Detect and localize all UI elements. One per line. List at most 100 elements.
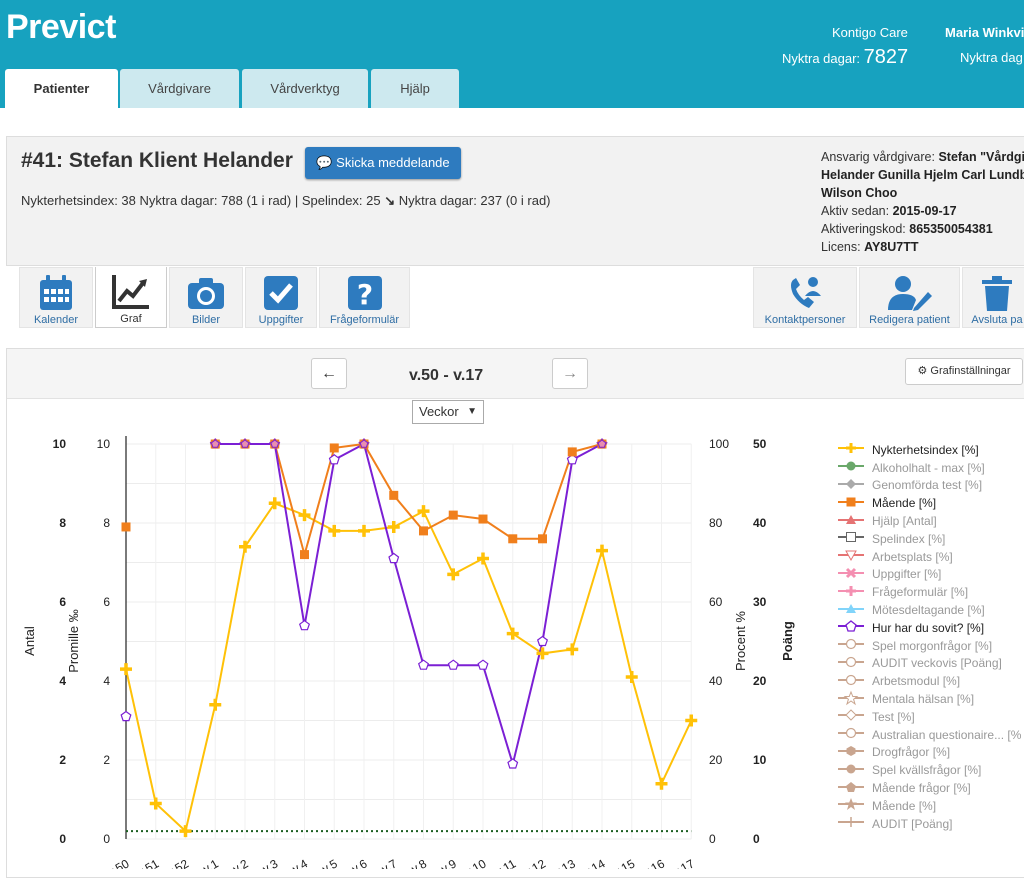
x-tick-label: v.51 <box>135 856 161 869</box>
user-name[interactable]: Maria Winkvis <box>945 25 1024 40</box>
legend-item-audit-poäng[interactable]: AUDIT [Poäng] <box>838 815 1021 833</box>
legend-item-genomförda-test[interactable]: Genomförda test [%] <box>838 477 1021 495</box>
patient-info: Ansvarig vårdgivare: Stefan "Vårdgi Hela… <box>821 148 1024 256</box>
legend-marker-icon <box>838 636 872 655</box>
legend-item-audit-veckovis-poäng[interactable]: AUDIT veckovis [Poäng] <box>838 655 1021 673</box>
tool-avsluta-button[interactable]: Avsluta pa <box>962 267 1024 328</box>
legend-item-hjälp-antal[interactable]: Hjälp [Antal] <box>838 512 1021 530</box>
chart-header: ← v.50 - v.17 → ⚙ Grafinställningar <box>7 349 1024 399</box>
caregiver-label: Ansvarig vårdgivare: <box>821 150 935 164</box>
legend-label: Frågeformulär [%] <box>872 585 969 600</box>
user-sober-days: Nyktra dag <box>960 50 1023 65</box>
patient-header-panel: #41: Stefan Klient Helander 💬 Skicka med… <box>6 136 1024 266</box>
tool-kalender-button[interactable]: Kalender <box>19 267 93 328</box>
legend-item-spel-morgonfrågor[interactable]: Spel morgonfrågor [%] <box>838 637 1021 655</box>
data-point-hur-har-du-sovit <box>507 758 519 769</box>
legend-item-test[interactable]: Test [%] <box>838 708 1021 726</box>
license-value: AY8U7TT <box>864 240 919 254</box>
legend-item-mående[interactable]: Mående [%] <box>838 797 1021 815</box>
next-period-button[interactable]: → <box>552 358 588 389</box>
x-tick-label: v.7 <box>379 856 399 869</box>
legend-item-spelindex[interactable]: Spelindex [%] <box>838 530 1021 548</box>
tool-redigera-patient-button[interactable]: Redigera patient <box>859 267 960 328</box>
legend-item-mående-frågor[interactable]: Mående frågor [%] <box>838 779 1021 797</box>
tick-label-procent: 40 <box>709 674 723 688</box>
legend-marker-icon <box>838 494 872 513</box>
period-type-select[interactable]: Veckor ▼ <box>412 400 484 424</box>
legend-marker-icon <box>838 672 872 691</box>
legend-label: Mående frågor [%] <box>872 781 971 796</box>
data-point-hur-har-du-sovit <box>447 659 459 670</box>
x-tick-label: v.3 <box>260 856 280 869</box>
legend-item-drogfrågor[interactable]: Drogfrågor [%] <box>838 744 1021 762</box>
tick-label-antal: 6 <box>59 595 66 609</box>
chart-settings-button[interactable]: ⚙ Grafinställningar <box>905 358 1023 385</box>
active-since-label: Aktiv sedan: <box>821 204 890 218</box>
send-message-label: Skicka meddelande <box>336 155 450 170</box>
legend-item-mentala-hälsan[interactable]: Mentala hälsan [%] <box>838 690 1021 708</box>
data-point-hur-har-du-sovit <box>477 659 489 670</box>
tool-bilder-button[interactable]: Bilder <box>169 267 243 328</box>
tool-kalender-label: Kalender <box>33 314 79 326</box>
chart-legend: Nykterhetsindex [%] Alkoholhalt - max [%]… <box>838 441 1021 833</box>
x-tick-label: v.52 <box>165 856 191 869</box>
legend-marker-icon <box>838 761 872 780</box>
data-point-nykterhetsindex <box>179 825 192 838</box>
tool-graf-button[interactable]: Graf <box>95 267 167 328</box>
data-point-nykterhetsindex <box>447 568 460 581</box>
tab-vardgivare[interactable]: Vårdgivare <box>120 69 239 108</box>
period-type-value: Veckor <box>419 404 459 419</box>
legend-item-hur-har-du-sovit[interactable]: Hur har du sovit? [%] <box>838 619 1021 637</box>
legend-item-australian-questionaire[interactable]: Australian questionaire... [% <box>838 726 1021 744</box>
previous-period-button[interactable]: ← <box>311 358 347 389</box>
legend-marker-icon <box>838 725 872 744</box>
patient-stats-secondary: Nyktra dagar: 237 (0 i rad) <box>398 193 551 208</box>
tool-redigera-patient-label: Redigera patient <box>869 314 950 326</box>
legend-label: Uppgifter [%] <box>872 567 942 582</box>
data-point-nykterhetsindex <box>655 777 668 790</box>
x-tick-label: v.1 <box>201 856 221 869</box>
tool-frageformular-button[interactable]: ? Frågeformulär <box>319 267 410 328</box>
data-point-hur-har-du-sovit <box>566 454 578 465</box>
x-tick-label: v.13 <box>552 856 578 869</box>
x-tick-label: v.14 <box>582 856 608 869</box>
legend-marker-icon <box>838 743 872 762</box>
send-message-button[interactable]: 💬 Skicka meddelande <box>305 147 461 179</box>
chart-icon <box>112 275 149 309</box>
active-since-value: 2015-09-17 <box>892 204 957 218</box>
legend-item-mötesdeltagande[interactable]: Mötesdeltagande [%] <box>838 601 1021 619</box>
legend-item-spel-kvällsfrågor[interactable]: Spel kvällsfrågor [%] <box>838 761 1021 779</box>
data-point-nykterhetsindex <box>268 497 281 510</box>
x-tick-label: v.6 <box>349 856 369 869</box>
legend-label: Hjälp [Antal] <box>872 514 937 529</box>
legend-item-arbetsmodul[interactable]: Arbetsmodul [%] <box>838 672 1021 690</box>
legend-marker-icon <box>838 440 872 459</box>
data-point-m-ende <box>567 447 577 457</box>
tool-kontaktpersoner-label: Kontaktpersoner <box>764 314 846 326</box>
legend-label: Hur har du sovit? [%] <box>872 620 985 635</box>
series-line-hur-har-du-sovit <box>215 442 603 768</box>
legend-item-arbetsplats[interactable]: Arbetsplats [%] <box>838 548 1021 566</box>
legend-item-mående[interactable]: Mående [%] <box>838 494 1021 512</box>
legend-item-frågeformulär[interactable]: Frågeformulär [%] <box>838 583 1021 601</box>
tick-label-poang: 50 <box>753 437 767 451</box>
tab-hjalp[interactable]: Hjälp <box>371 69 459 108</box>
caregiver-name-2: Helander Gunilla Hjelm Carl Lundbe <box>821 168 1024 182</box>
tool-kontaktpersoner-button[interactable]: Kontaktpersoner <box>753 267 857 328</box>
calendar-icon <box>40 275 72 310</box>
tool-uppgifter-button[interactable]: Uppgifter <box>245 267 317 328</box>
data-point-nykterhetsindex <box>120 663 132 676</box>
license-label: Licens: <box>821 240 861 254</box>
legend-item-alkoholhalt-max[interactable]: Alkoholhalt - max [%] <box>838 459 1021 477</box>
tick-label-procent: 0 <box>709 832 716 846</box>
patient-stats-primary: Nykterhetsindex: 38 Nyktra dagar: 788 (1… <box>21 193 381 208</box>
app-logo[interactable]: Previct <box>6 8 116 46</box>
tick-label-promille: 6 <box>103 595 110 609</box>
tab-patienter[interactable]: Patienter <box>5 69 118 108</box>
legend-marker-icon <box>838 547 872 566</box>
legend-item-nykterhetsindex[interactable]: Nykterhetsindex [%] <box>838 441 1021 459</box>
gear-icon: ⚙ <box>917 365 928 377</box>
data-point-nykterhetsindex <box>477 552 489 565</box>
legend-item-uppgifter[interactable]: Uppgifter [%] <box>838 566 1021 584</box>
tab-vardverktyg[interactable]: Vårdverktyg <box>242 69 368 108</box>
